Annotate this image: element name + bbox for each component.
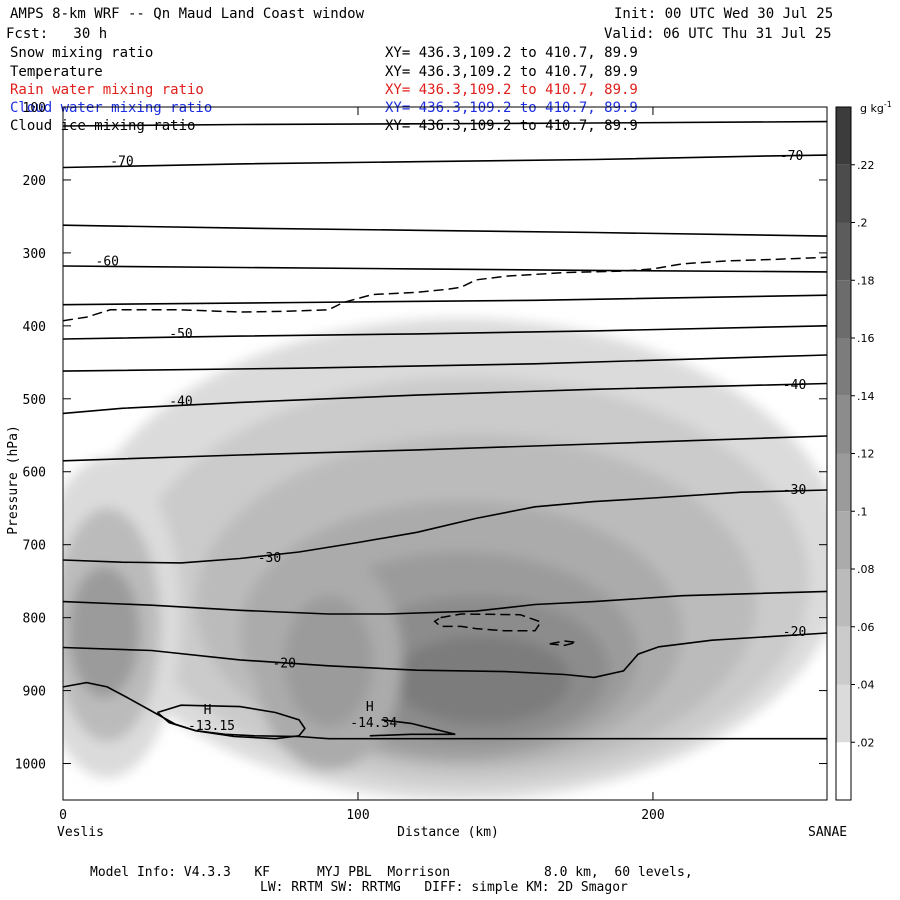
isotherm--45 — [63, 354, 827, 372]
minimum-value-1: -14.34 — [350, 716, 397, 731]
field-xy-snow: XY= 436.3,109.2 to 410.7, 89.9 — [385, 45, 638, 61]
colorbar-segment-1 — [836, 684, 851, 743]
isotherm-label-4: -40 — [169, 395, 192, 410]
isotherm-label-7: -30 — [783, 483, 806, 498]
colorbar-segment-7 — [836, 338, 851, 396]
field-label-cloud-ice: Cloud ice mixing ratio — [10, 118, 196, 134]
model-info: Model Info: V4.3.3 KF MYJ PBL Morrison 8… — [90, 865, 693, 880]
shading-region-9 — [68, 566, 140, 698]
x-tick-label-100: 100 — [346, 808, 369, 823]
y-tick-label-600: 600 — [23, 466, 46, 481]
colorbar-label-8: .18 — [857, 274, 875, 287]
field-label-cloud-water: Cloud water mixing ratio — [10, 100, 213, 116]
colorbar-segment-4 — [836, 511, 851, 569]
y-tick-label-100: 100 — [23, 101, 46, 116]
minimum-value-0: -13.15 — [188, 719, 235, 734]
init-time: Init: 00 UTC Wed 30 Jul 25 — [614, 6, 834, 22]
colorbar-segment-0 — [836, 742, 851, 800]
isotherm-label-2: -60 — [96, 255, 119, 270]
chart-title: AMPS 8-km WRF -- Qn Maud Land Coast wind… — [10, 6, 365, 22]
shading-region-6 — [393, 635, 571, 724]
minimum-marker-0: H — [204, 703, 212, 718]
isotherm-label-9: -20 — [783, 625, 806, 640]
y-tick-label-1000: 1000 — [15, 758, 46, 773]
isotherm--75 — [63, 120, 827, 127]
isotherm-label-1: -70 — [780, 149, 803, 164]
isotherm--70 — [63, 154, 827, 169]
isotherm--40 — [63, 382, 827, 415]
y-tick-label-400: 400 — [23, 320, 46, 335]
colorbar-label-0: .02 — [857, 736, 875, 749]
colorbar: .02 .04 .06 .08 .1 .12 .14 .16 .18 .2 .22 — [835, 106, 875, 801]
isotherm--60 — [63, 265, 827, 273]
y-tick-label-900: 900 — [23, 685, 46, 700]
isotherm-label-6: -30 — [258, 551, 281, 566]
x-tick-label-200: 200 — [641, 808, 664, 823]
colorbar-label-9: .2 — [857, 217, 868, 230]
x-axis-label: Distance (km) — [397, 825, 499, 840]
axes: 100 200 300 400 500 600 700 800 900 1000 0 100 200 — [15, 101, 827, 823]
mixing-ratio-shading — [63, 318, 827, 800]
colorbar-segment-10 — [836, 164, 851, 223]
field-xy-rain: XY= 436.3,109.2 to 410.7, 89.9 — [385, 82, 638, 98]
isotherm-label-0: -70 — [110, 155, 133, 170]
isotherm--25 — [63, 590, 827, 615]
colorbar-label-3: .08 — [857, 563, 875, 576]
colorbar-label-2: .06 — [857, 621, 875, 634]
colorbar-label-1: .04 — [857, 679, 875, 692]
isotherm-label-5: -40 — [783, 378, 806, 393]
colorbar-segment-3 — [836, 569, 851, 627]
colorbar-label-10: .22 — [857, 159, 875, 172]
isotherm--50 — [63, 325, 827, 340]
isotherm-label-3: -50 — [169, 327, 192, 342]
plot-frame — [62, 106, 828, 801]
y-tick-label-500: 500 — [23, 393, 46, 408]
field-xy-temperature: XY= 436.3,109.2 to 410.7, 89.9 — [385, 64, 638, 80]
field-xy-cloud-water: XY= 436.3,109.2 to 410.7, 89.9 — [385, 100, 638, 116]
isotherm-label-8: -20 — [272, 657, 295, 672]
terrain-contour-0 — [63, 681, 827, 740]
colorbar-label-6: .14 — [857, 390, 875, 403]
colorbar-segment-6 — [836, 395, 851, 454]
y-tick-label-700: 700 — [23, 539, 46, 554]
contour-labels: -70 -70-60-50-40-40-30-30-20-20H-13.15H-1… — [96, 149, 807, 734]
cloud-ice-contour-0 — [63, 256, 827, 322]
colorbar-segment-11 — [836, 107, 851, 165]
minimum-marker-1: H — [366, 700, 374, 715]
isotherm-lines — [63, 120, 827, 679]
cloud-ice-contours — [63, 256, 827, 647]
colorbar-segment-5 — [836, 453, 851, 512]
terrain-contour-2 — [369, 719, 456, 737]
field-label-rain: Rain water mixing ratio — [10, 82, 204, 98]
isotherm--65 — [63, 224, 827, 237]
isotherm--55 — [63, 294, 827, 306]
physics-info: LW: RRTM SW: RRTMG DIFF: simple KM: 2D S… — [260, 880, 628, 895]
y-tick-label-800: 800 — [23, 612, 46, 627]
x-tick-label-0: 0 — [59, 808, 67, 823]
isotherm--30 — [63, 489, 827, 564]
colorbar-label-5: .12 — [857, 448, 875, 461]
colorbar-segment-9 — [836, 222, 851, 281]
colorbar-segment-8 — [836, 280, 851, 338]
terrain-contour-1 — [156, 704, 306, 740]
colorbar-label-4: .1 — [857, 505, 868, 518]
valid-time: Valid: 06 UTC Thu 31 Jul 25 — [604, 26, 832, 42]
colorbar-unit: g kg-1 — [860, 100, 892, 115]
right-endpoint-label: SANAE — [808, 825, 847, 840]
left-endpoint-label: Veslis — [57, 825, 104, 840]
field-label-temperature: Temperature — [10, 64, 103, 80]
shading-region-11 — [284, 595, 373, 728]
forecast-hour: Fcst: 30 h — [6, 26, 108, 42]
field-label-snow: Snow mixing ratio — [10, 45, 154, 61]
terrain-contours — [63, 681, 827, 740]
colorbar-label-7: .16 — [857, 332, 875, 345]
cloud-ice-contour-1 — [433, 613, 543, 632]
y-axis-label: Pressure (hPa) — [6, 425, 21, 535]
y-tick-label-200: 200 — [23, 174, 46, 189]
isotherm--35 — [63, 435, 827, 462]
isotherm--20 — [63, 632, 827, 679]
y-tick-label-300: 300 — [23, 247, 46, 262]
colorbar-segment-2 — [836, 626, 851, 685]
